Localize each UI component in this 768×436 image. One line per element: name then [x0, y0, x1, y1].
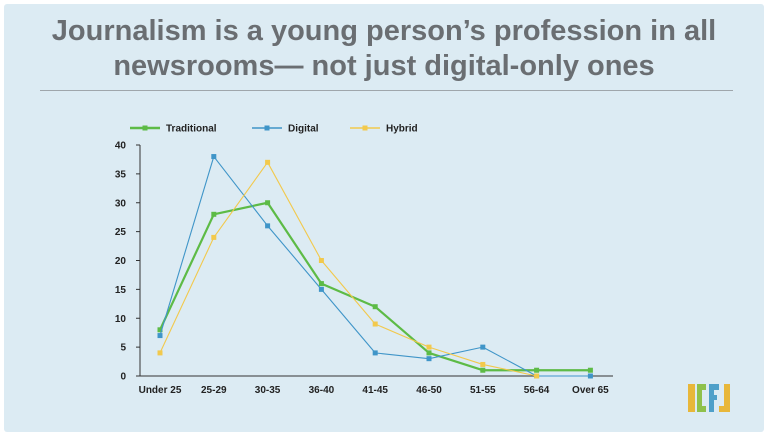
legend-swatch-marker: [142, 125, 148, 131]
legend-label-digital: Digital: [288, 124, 319, 135]
data-point-digital: [426, 356, 432, 362]
x-tick-label: Over 65: [572, 385, 609, 396]
y-tick-label: 10: [115, 314, 127, 325]
data-point-hybrid: [426, 344, 432, 350]
data-point-hybrid: [265, 159, 271, 165]
x-tick-label: 46-50: [416, 385, 442, 396]
logo-letter-c-bottom: [697, 406, 706, 412]
logo-letter-j-stem: [724, 384, 730, 408]
data-point-traditional: [372, 304, 378, 310]
y-tick-label: 40: [115, 141, 127, 152]
data-point-traditional: [426, 350, 432, 356]
y-tick-label: 15: [115, 285, 127, 296]
title-divider: [40, 90, 733, 91]
y-tick-label: 20: [115, 256, 127, 267]
data-point-hybrid: [318, 258, 324, 263]
data-point-digital: [372, 350, 378, 356]
x-tick-label: 25-29: [201, 385, 227, 396]
data-point-digital: [211, 154, 217, 160]
x-tick-label: 30-35: [255, 385, 281, 396]
y-tick-label: 35: [115, 169, 127, 180]
data-point-hybrid: [372, 321, 378, 327]
data-point-hybrid: [157, 350, 163, 356]
y-tick-label: 30: [115, 198, 127, 209]
logo-letter-f-mid: [709, 395, 717, 400]
data-point-digital: [587, 373, 593, 379]
chart-title-line-2: newsrooms— not just digital-only ones: [113, 50, 655, 82]
data-point-digital: [157, 333, 163, 339]
y-tick-label: 5: [120, 343, 126, 354]
logo-letter-i: [688, 384, 695, 412]
x-tick-label: Under 25: [139, 385, 182, 396]
data-point-traditional: [318, 281, 324, 287]
x-tick-label: 51-55: [470, 385, 496, 396]
data-point-digital: [480, 344, 486, 350]
data-point-traditional: [480, 367, 486, 373]
data-point-digital: [265, 223, 271, 229]
data-point-traditional: [211, 211, 217, 217]
x-tick-label: 36-40: [309, 385, 335, 396]
logo-letter-f-top: [709, 384, 719, 390]
data-point-traditional: [265, 200, 271, 206]
data-point-hybrid: [534, 373, 540, 379]
data-point-traditional: [587, 367, 593, 373]
series-line-hybrid: [159, 161, 537, 377]
logo-letter-c-stem: [697, 384, 702, 412]
legend-label-traditional: Traditional: [166, 124, 217, 135]
y-tick-label: 0: [120, 372, 126, 383]
data-point-traditional: [534, 367, 540, 373]
x-tick-label: 41-45: [362, 385, 388, 396]
legend-swatch-marker: [362, 125, 368, 131]
icfj-logo: [688, 384, 730, 412]
legend-swatch-marker: [264, 125, 270, 131]
y-tick-label: 25: [115, 227, 127, 238]
data-point-hybrid: [480, 361, 486, 367]
series-line-traditional: [159, 201, 591, 372]
data-point-digital: [318, 286, 324, 292]
legend-label-hybrid: Hybrid: [386, 124, 418, 135]
chart-background: [4, 4, 764, 432]
data-point-traditional: [157, 327, 163, 333]
data-point-hybrid: [211, 234, 217, 240]
chart-title-line-1: Journalism is a young person’s professio…: [51, 15, 717, 47]
logo-letter-j-hook: [719, 406, 730, 412]
chart-title: Journalism is a young person’s professio…: [0, 14, 768, 84]
x-tick-label: 56-64: [524, 385, 550, 396]
series-line-digital: [159, 156, 591, 377]
